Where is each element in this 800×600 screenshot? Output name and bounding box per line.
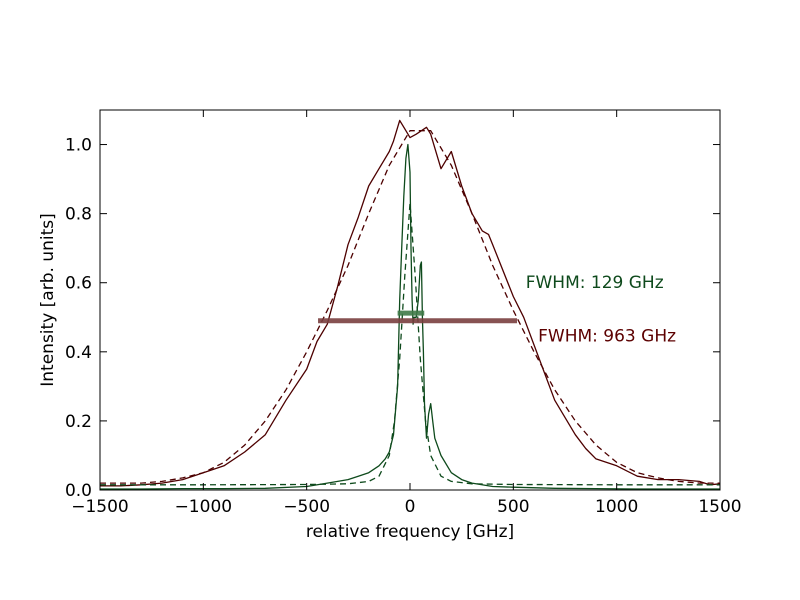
y-tick-label: 0.6 (65, 274, 92, 294)
y-axis-ticks: 0.0 0.2 0.4 0.6 0.8 1.0 (65, 136, 720, 501)
plot-area (100, 119, 720, 490)
annotations: FWHM: 129 GHz FWHM: 963 GHz (526, 273, 676, 347)
series-line-1 (100, 119, 720, 487)
fwhm-annotation-1: FWHM: 129 GHz (526, 273, 664, 293)
x-tick-label: 500 (497, 497, 529, 517)
x-tick-label: 1000 (595, 497, 638, 517)
series-line-2 (100, 130, 720, 484)
fwhm-annotation-2: FWHM: 963 GHz (538, 326, 676, 346)
series-line-4 (100, 202, 720, 486)
y-axis-label: Intensity [arb. units] (38, 213, 58, 386)
x-tick-label: 1500 (698, 497, 741, 517)
y-tick-label: 1.0 (65, 136, 92, 156)
x-tick-label: 0 (405, 497, 416, 517)
y-tick-label: 0.0 (65, 481, 92, 501)
x-axis-label: relative frequency [GHz] (306, 522, 514, 542)
x-tick-label: −500 (283, 497, 330, 517)
x-axis-ticks: −1500 −1000 −500 0 500 1000 1500 (71, 110, 742, 517)
x-tick-label: −1500 (71, 497, 129, 517)
x-tick-label: −1000 (175, 497, 233, 517)
y-tick-label: 0.4 (65, 343, 92, 363)
y-tick-label: 0.2 (65, 412, 92, 432)
y-tick-label: 0.8 (65, 205, 92, 225)
